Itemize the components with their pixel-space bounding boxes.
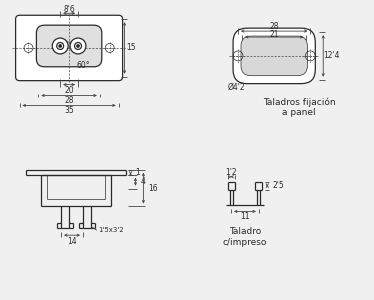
Text: 14: 14 bbox=[67, 237, 77, 246]
Text: 28: 28 bbox=[64, 96, 74, 105]
Text: 12'4: 12'4 bbox=[323, 51, 339, 60]
Text: Ø4'2: Ø4'2 bbox=[227, 83, 245, 92]
Circle shape bbox=[59, 45, 61, 47]
Text: 2'5: 2'5 bbox=[272, 181, 284, 190]
Text: 21: 21 bbox=[269, 30, 279, 39]
Text: 4: 4 bbox=[140, 177, 145, 186]
Text: 1'5x3'2: 1'5x3'2 bbox=[98, 227, 123, 233]
Text: 60°: 60° bbox=[76, 61, 90, 70]
Text: Taladro
c/impreso: Taladro c/impreso bbox=[223, 227, 267, 247]
Text: 1'2: 1'2 bbox=[225, 168, 237, 177]
FancyBboxPatch shape bbox=[233, 28, 315, 84]
Text: 8'6: 8'6 bbox=[63, 5, 75, 14]
FancyBboxPatch shape bbox=[16, 15, 123, 81]
Text: 20: 20 bbox=[64, 86, 74, 95]
Text: 35: 35 bbox=[64, 106, 74, 115]
Text: 15: 15 bbox=[126, 44, 135, 52]
Circle shape bbox=[77, 45, 79, 47]
FancyBboxPatch shape bbox=[36, 25, 102, 67]
Circle shape bbox=[52, 38, 68, 54]
Text: 1: 1 bbox=[135, 168, 140, 177]
Text: 11: 11 bbox=[240, 212, 250, 221]
Circle shape bbox=[70, 38, 86, 54]
FancyBboxPatch shape bbox=[241, 36, 307, 76]
Text: 28: 28 bbox=[269, 22, 279, 31]
Text: Taladros fijación
a panel: Taladros fijación a panel bbox=[263, 98, 335, 117]
Text: 16: 16 bbox=[148, 184, 158, 193]
